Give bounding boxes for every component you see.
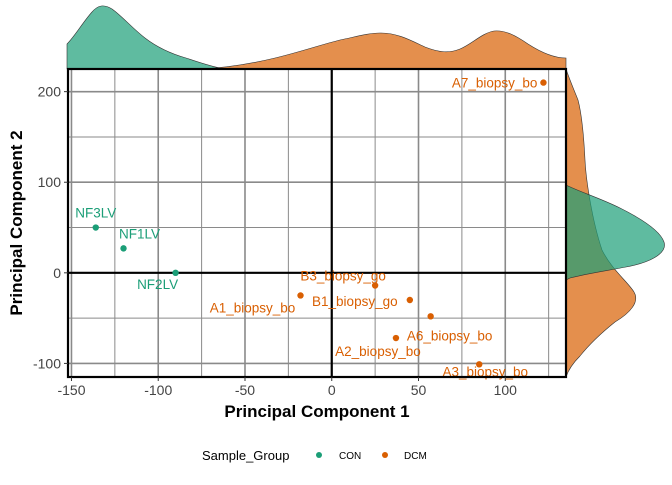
- x-axis-ticks: -150 -100 -50 0 50 100: [57, 377, 517, 398]
- point-label: A3_biopsy_bo: [442, 364, 528, 379]
- point-a1-biopsy-bo: [297, 292, 304, 299]
- point-a2-biopsy-bo: [392, 334, 400, 342]
- y-tick-label: 200: [38, 84, 62, 100]
- legend-label-dcm: DCM: [404, 451, 427, 462]
- point-a6-biopsy-bo: [427, 313, 434, 320]
- point-label: A7_biopsy_bo: [452, 76, 538, 91]
- x-tick-label: -150: [57, 382, 85, 398]
- legend: Sample_Group CON DCM: [202, 448, 427, 463]
- point-nf2lv: [172, 269, 179, 277]
- point-nf1lv: [120, 245, 127, 252]
- top-marginal-density: [66, 5, 567, 70]
- right-marginal-density: [565, 68, 665, 378]
- point-b1-biopsy-go: [406, 296, 414, 304]
- point-label: A2_biopsy_bo: [335, 344, 421, 359]
- data-points: [92, 79, 547, 368]
- x-tick-label: 50: [411, 382, 427, 398]
- y-axis-ticks: -100 0 100 200: [33, 84, 68, 371]
- y-tick-label: 100: [38, 174, 62, 190]
- top-density-dcm: [199, 30, 567, 70]
- point-label: NF1LV: [119, 226, 160, 241]
- x-tick-label: -100: [144, 382, 172, 398]
- panel-background: [68, 69, 566, 377]
- y-tick-label: -100: [33, 355, 61, 371]
- point-label: NF2LV: [137, 277, 178, 292]
- x-tick-label: 0: [328, 382, 336, 398]
- point-label: A6_biopsy_bo: [407, 328, 493, 343]
- point-label: B3_biopsy_go: [300, 269, 386, 284]
- top-density-con: [66, 5, 240, 70]
- legend-title: Sample_Group: [202, 448, 289, 463]
- point-nf3lv: [92, 224, 99, 231]
- x-axis-title: Principal Component 1: [224, 402, 409, 421]
- y-tick-label: 0: [53, 265, 61, 281]
- point-label: B1_biopsy_go: [312, 294, 398, 309]
- right-density-con: [565, 184, 665, 281]
- point-a7-biopsy-bo: [540, 79, 547, 86]
- legend-key-con: [316, 452, 322, 458]
- y-axis-title: Principal Component 2: [7, 130, 26, 315]
- point-a3-biopsy-bo: [476, 361, 483, 368]
- legend-key-dcm: [382, 452, 388, 458]
- legend-label-con: CON: [339, 451, 361, 462]
- point-label: NF3LV: [75, 206, 116, 221]
- point-label: A1_biopsy_bo: [210, 300, 296, 315]
- x-tick-label: 100: [494, 382, 518, 398]
- panel-border: [66, 67, 568, 379]
- point-b3-biopsy-go: [371, 282, 379, 289]
- x-tick-label: -50: [235, 382, 255, 398]
- right-density-dcm: [565, 68, 636, 378]
- reference-lines: [68, 69, 566, 377]
